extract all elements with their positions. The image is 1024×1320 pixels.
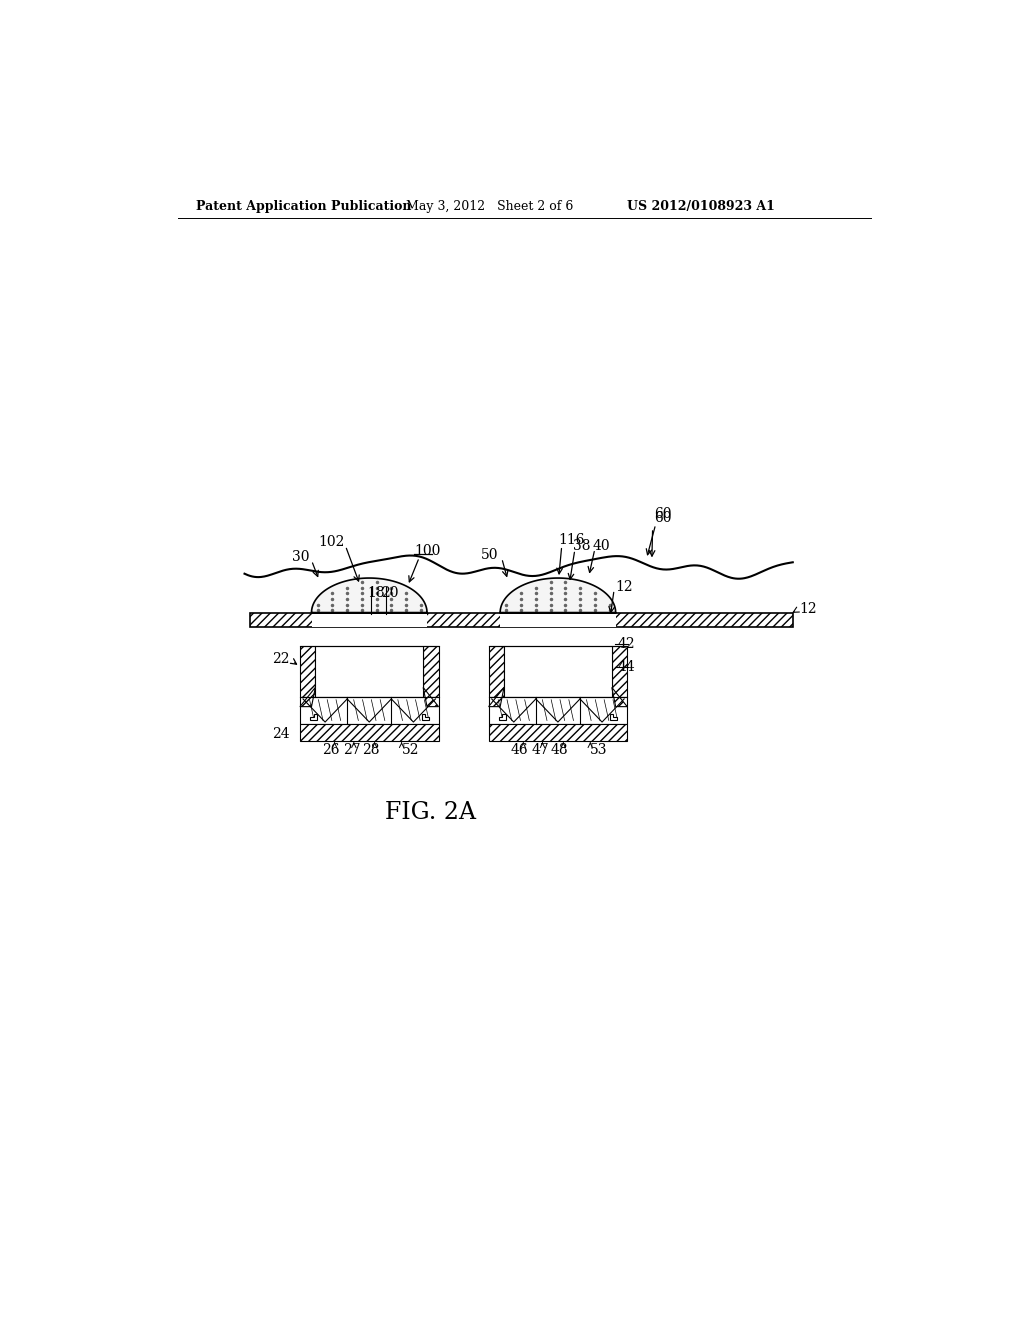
Polygon shape: [310, 714, 316, 719]
Polygon shape: [611, 688, 628, 706]
Bar: [300, 645, 315, 697]
Text: US 2012/0108923 A1: US 2012/0108923 A1: [628, 199, 775, 213]
Polygon shape: [423, 688, 438, 706]
Text: 30: 30: [292, 550, 309, 564]
Text: FIG. 2A: FIG. 2A: [385, 801, 476, 825]
Text: 38: 38: [573, 540, 591, 553]
Text: 50: 50: [481, 548, 499, 562]
Bar: [488, 645, 504, 697]
Bar: [611, 645, 628, 697]
Polygon shape: [488, 688, 504, 706]
Text: 12: 12: [615, 579, 633, 594]
Text: 26: 26: [322, 743, 340, 756]
Text: 102: 102: [318, 535, 345, 549]
Text: 22: 22: [272, 652, 290, 665]
Text: 12: 12: [799, 602, 816, 616]
Text: 116: 116: [559, 532, 585, 546]
Text: 60: 60: [654, 507, 672, 521]
Text: 28: 28: [362, 743, 380, 756]
Text: 46: 46: [511, 743, 528, 756]
Text: May 3, 2012   Sheet 2 of 6: May 3, 2012 Sheet 2 of 6: [407, 199, 573, 213]
Polygon shape: [300, 688, 315, 706]
Bar: [488, 725, 628, 742]
Bar: [315, 645, 423, 697]
Bar: [300, 725, 438, 742]
Text: 48: 48: [551, 743, 568, 756]
Text: 18: 18: [368, 586, 385, 599]
Text: 60: 60: [654, 511, 672, 525]
Bar: [488, 697, 628, 725]
Text: 20: 20: [381, 586, 398, 599]
Text: 52: 52: [401, 743, 419, 756]
Bar: [311, 612, 427, 627]
Text: 40: 40: [593, 539, 610, 553]
Text: 24: 24: [272, 727, 290, 742]
Polygon shape: [610, 714, 617, 719]
Text: 27: 27: [343, 743, 360, 756]
Polygon shape: [499, 714, 506, 719]
Text: 100: 100: [414, 544, 440, 558]
Polygon shape: [311, 578, 427, 612]
Bar: [250, 612, 793, 627]
Polygon shape: [422, 714, 429, 719]
Bar: [500, 612, 615, 627]
Polygon shape: [500, 578, 615, 612]
Bar: [300, 697, 438, 725]
Text: 47: 47: [531, 743, 549, 756]
Text: Patent Application Publication: Patent Application Publication: [196, 199, 412, 213]
Text: 44: 44: [617, 660, 635, 673]
Bar: [423, 645, 438, 697]
Text: 42: 42: [617, 636, 635, 651]
Text: 53: 53: [590, 743, 608, 756]
Bar: [504, 645, 611, 697]
